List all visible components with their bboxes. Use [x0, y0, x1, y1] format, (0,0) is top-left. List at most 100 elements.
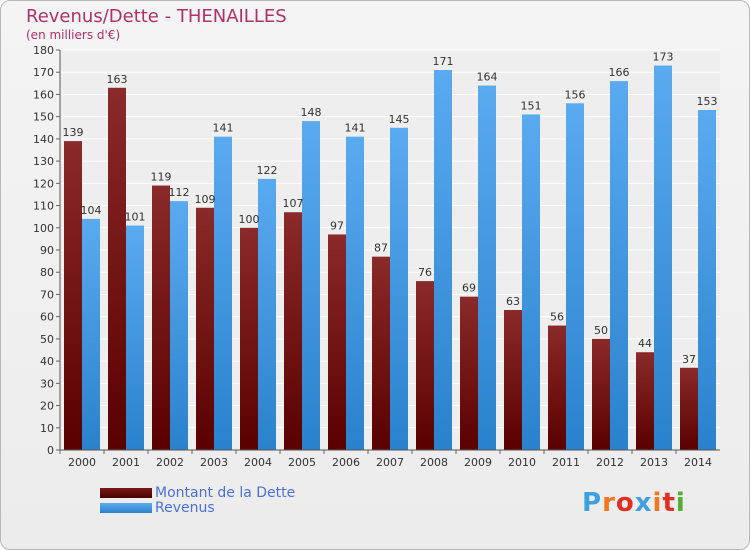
x-tick-label: 2013: [640, 456, 668, 469]
data-label-revenus: 112: [169, 186, 190, 199]
data-label-dette: 76: [418, 266, 432, 279]
bar-dette: [460, 296, 478, 450]
x-tick-label: 2009: [464, 456, 492, 469]
logo-letter: i: [675, 488, 686, 518]
bar-revenus: [566, 103, 584, 450]
x-tick-label: 2002: [156, 456, 184, 469]
bar-dette: [196, 207, 214, 450]
data-label-revenus: 148: [301, 106, 322, 119]
data-label-revenus: 141: [213, 122, 234, 135]
y-tick-label: 70: [40, 288, 54, 301]
bar-revenus: [698, 110, 716, 450]
legend-swatch-debt: [100, 488, 152, 498]
bar-revenus: [610, 81, 628, 450]
data-label-dette: 44: [638, 337, 652, 350]
y-tick-label: 100: [33, 222, 54, 235]
x-tick-label: 2014: [684, 456, 712, 469]
data-label-dette: 97: [330, 219, 344, 232]
bar-dette: [108, 87, 126, 451]
bar-revenus: [214, 136, 232, 450]
data-label-dette: 37: [682, 353, 696, 366]
y-tick-label: 80: [40, 266, 54, 279]
y-tick-label: 170: [33, 66, 54, 79]
y-tick-label: 130: [33, 155, 54, 168]
y-tick-label: 90: [40, 244, 54, 257]
data-label-dette: 63: [506, 295, 520, 308]
data-label-revenus: 145: [389, 113, 410, 126]
x-tick-label: 2005: [288, 456, 316, 469]
x-tick-label: 2000: [68, 456, 96, 469]
y-tick-label: 180: [33, 44, 54, 57]
y-tick-label: 10: [40, 422, 54, 435]
data-label-dette: 100: [239, 213, 260, 226]
data-label-dette: 119: [151, 171, 172, 184]
bar-dette: [328, 234, 346, 450]
data-label-revenus: 104: [81, 204, 102, 217]
data-label-dette: 56: [550, 311, 564, 324]
x-tick-label: 2001: [112, 456, 140, 469]
bar-revenus: [434, 70, 452, 450]
x-tick-label: 2010: [508, 456, 536, 469]
bar-dette: [592, 338, 610, 450]
bar-dette: [680, 367, 698, 450]
bar-dette: [284, 212, 302, 450]
data-label-revenus: 171: [433, 55, 454, 68]
logo-letter: i: [652, 488, 663, 518]
data-label-revenus: 122: [257, 164, 278, 177]
data-label-revenus: 156: [565, 88, 586, 101]
bar-revenus: [522, 114, 540, 450]
data-label-revenus: 173: [653, 51, 674, 64]
proxiti-logo: Proxiti: [582, 488, 686, 518]
logo-letter: P: [582, 488, 603, 518]
bar-dette: [548, 325, 566, 450]
bar-dette: [240, 227, 258, 450]
data-label-dette: 109: [195, 193, 216, 206]
data-label-dette: 139: [63, 126, 84, 139]
x-tick-label: 2011: [552, 456, 580, 469]
logo-letter: t: [662, 488, 676, 518]
bar-revenus: [258, 178, 276, 450]
bar-revenus: [170, 201, 188, 450]
bar-revenus: [654, 65, 672, 451]
x-tick-label: 2008: [420, 456, 448, 469]
x-tick-label: 2004: [244, 456, 272, 469]
data-label-revenus: 166: [609, 66, 630, 79]
bar-dette: [504, 310, 522, 450]
bar-revenus: [82, 218, 100, 450]
y-tick-label: 150: [33, 111, 54, 124]
bar-dette: [152, 185, 170, 451]
legend-label-revenus: Revenus: [155, 500, 215, 516]
bar-dette: [372, 256, 390, 450]
data-label-revenus: 151: [521, 99, 542, 112]
y-tick-label: 0: [47, 444, 54, 457]
bar-dette: [636, 352, 654, 450]
data-label-dette: 163: [107, 73, 128, 86]
logo-letter: r: [602, 488, 616, 518]
legend-swatch-revenus: [100, 503, 152, 513]
data-label-revenus: 164: [477, 71, 498, 84]
y-tick-label: 30: [40, 377, 54, 390]
x-tick-label: 2006: [332, 456, 360, 469]
y-tick-label: 50: [40, 333, 54, 346]
x-tick-label: 2003: [200, 456, 228, 469]
data-label-dette: 50: [594, 324, 608, 337]
data-label-revenus: 101: [125, 211, 146, 224]
y-tick-label: 60: [40, 311, 54, 324]
logo-letter: x: [634, 488, 653, 518]
data-label-dette: 87: [374, 242, 388, 255]
y-tick-label: 40: [40, 355, 54, 368]
bar-dette: [64, 141, 82, 450]
bar-revenus: [390, 127, 408, 451]
data-label-revenus: 141: [345, 122, 366, 135]
chart-title: Revenus/Dette - THENAILLES: [26, 6, 287, 27]
bar-dette: [416, 281, 434, 450]
data-label-revenus: 153: [697, 95, 718, 108]
legend-label-debt: Montant de la Dette: [155, 485, 296, 501]
chart-subtitle: (en milliers d'€): [26, 28, 121, 42]
y-tick-label: 160: [33, 88, 54, 101]
bar-revenus: [126, 225, 144, 450]
y-tick-label: 140: [33, 133, 54, 146]
data-label-dette: 107: [283, 197, 304, 210]
bar-revenus: [302, 121, 320, 450]
